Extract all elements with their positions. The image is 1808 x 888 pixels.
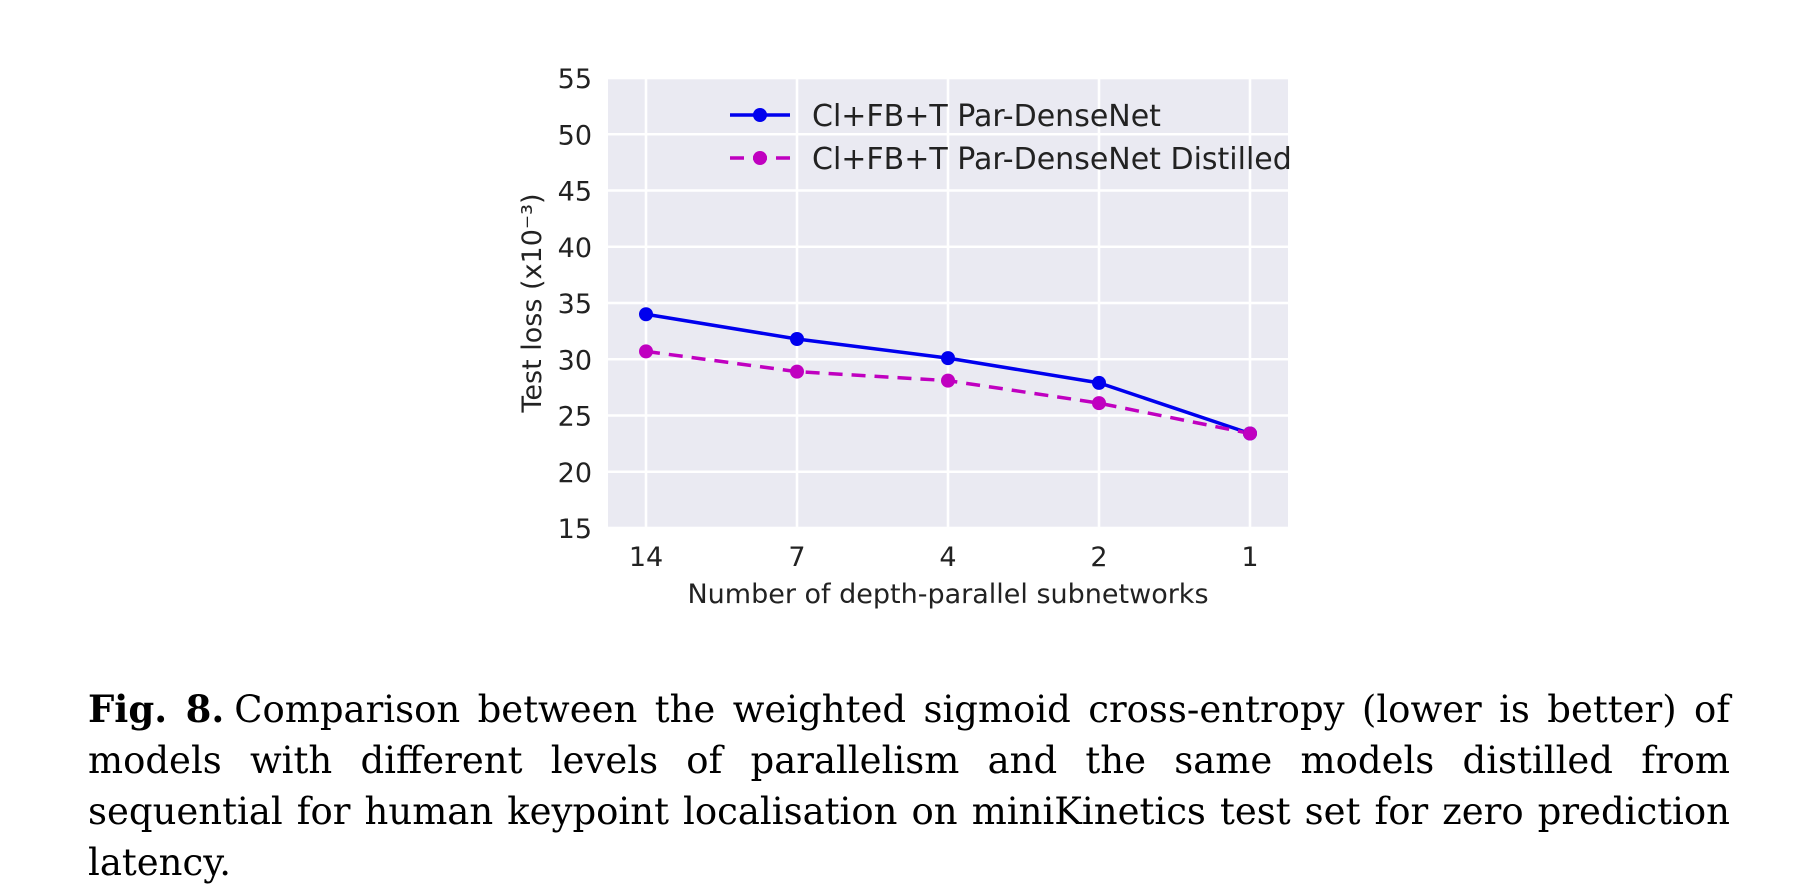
grid xyxy=(608,76,1288,530)
figure-label: Fig. 8. xyxy=(88,687,225,731)
data-point xyxy=(1243,426,1257,441)
figure-caption: Fig. 8. Comparison between the weighted s… xyxy=(88,684,1730,888)
line-chart: 15 20 25 30 35 40 45 50 55 14 7 4 2 1 Test loss (x10… xyxy=(517,64,1292,610)
y-tick-label: 55 xyxy=(558,64,592,95)
data-point xyxy=(790,332,804,346)
caption-text: Comparison between the weighted sigmoid … xyxy=(88,688,1730,884)
data-point xyxy=(941,351,955,366)
x-tick-labels: 14 7 4 2 1 xyxy=(629,542,1259,573)
y-tick-label: 15 xyxy=(558,514,592,545)
data-point xyxy=(639,307,653,322)
y-tick-label: 35 xyxy=(558,289,592,320)
legend-marker xyxy=(753,108,767,122)
x-tick-label: 2 xyxy=(1090,542,1107,573)
legend-marker xyxy=(753,151,767,165)
legend: Cl+FB+T Par-DenseNet Cl+FB+T Par-DenseNet… xyxy=(730,99,1292,177)
x-tick-label: 14 xyxy=(629,542,663,573)
y-axis-label: Test loss (x10⁻³) xyxy=(517,194,548,414)
data-point xyxy=(1092,375,1106,390)
data-point xyxy=(1092,396,1106,411)
data-point xyxy=(941,373,955,388)
y-tick-label: 20 xyxy=(558,458,592,489)
x-tick-label: 1 xyxy=(1241,542,1258,573)
y-tick-label: 45 xyxy=(558,177,592,208)
series-group xyxy=(639,307,1257,441)
y-tick-label: 50 xyxy=(558,120,592,151)
legend-label: Cl+FB+T Par-DenseNet xyxy=(812,99,1161,134)
y-tick-label: 40 xyxy=(558,233,592,264)
x-axis-label: Number of depth-parallel subnetworks xyxy=(687,579,1208,610)
x-tick-label: 4 xyxy=(939,542,956,573)
y-tick-label: 25 xyxy=(558,402,592,433)
y-tick-label: 30 xyxy=(558,345,592,376)
legend-label: Cl+FB+T Par-DenseNet Distilled xyxy=(812,142,1292,177)
data-point xyxy=(639,344,653,359)
data-point xyxy=(790,364,804,379)
x-tick-label: 7 xyxy=(788,542,805,573)
y-tick-labels: 15 20 25 30 35 40 45 50 55 xyxy=(558,64,592,545)
